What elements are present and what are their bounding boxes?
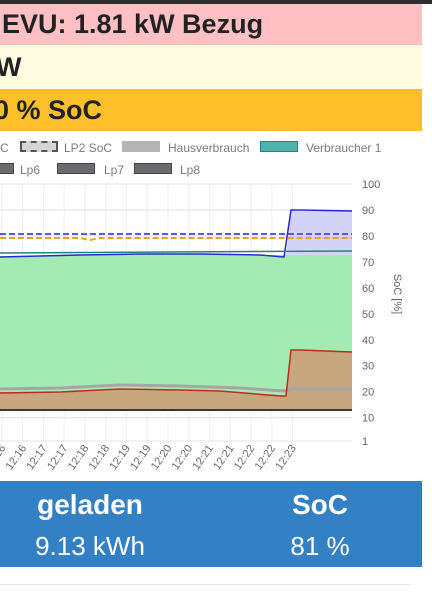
legend-label-lp2-soc[interactable]: LP2 SoC	[64, 141, 113, 155]
legend-swatch-lp2-soc[interactable]	[20, 141, 58, 152]
legend-swatch-lp5[interactable]	[0, 163, 14, 174]
soc-value: 81 %	[290, 531, 350, 561]
legend-swatch-lp8[interactable]	[134, 163, 172, 174]
stats-panel: geladen 9.13 kWh SoC 81 %	[0, 481, 422, 567]
x-tick-label: 12:21	[190, 443, 216, 472]
series-line-verbraucher	[0, 250, 353, 254]
pv-status-text: W	[0, 52, 22, 82]
y2-tick-label: 20	[362, 387, 374, 399]
y2-tick-label: 50	[362, 309, 374, 321]
charged-value: 9.13 kWh	[35, 531, 145, 561]
soc-status-text: 0 % SoC	[0, 95, 103, 125]
legend-swatch-verbraucher-1[interactable]	[260, 141, 298, 152]
x-tick-label: 12:20	[149, 443, 175, 472]
x-tick-label: 12:22	[253, 443, 279, 472]
y2-tick-label: 40	[362, 335, 374, 347]
series-line-lp2-soc-dashed	[0, 237, 352, 242]
x-tick-label: 12:18	[66, 443, 92, 472]
series-line-hausverbrauch	[0, 383, 352, 393]
x-tick-label: 12:23	[273, 443, 299, 472]
y2-tick-label: 30	[362, 361, 374, 373]
y2-axis-ticks: 1 10 20 30 40 50 60 70 80 90 100	[362, 179, 380, 448]
x-tick-label: 12:16	[4, 443, 30, 472]
soc-label: SoC	[292, 489, 348, 520]
x-tick-label: 12:17	[24, 443, 50, 472]
x-tick-label: 12:19	[128, 443, 154, 472]
y2-tick-label: 10	[362, 413, 374, 425]
x-axis-ticks: 1612:1612:1712:1712:1812:1812:1912:1912:…	[0, 443, 299, 472]
divider	[0, 584, 410, 585]
legend-label-lp1-soc[interactable]: C	[0, 141, 9, 155]
pv-status-bar: W	[0, 45, 422, 89]
x-tick-label: 16	[0, 443, 8, 460]
legend-label-lp8[interactable]: Lp8	[180, 163, 201, 177]
legend-label-lp7[interactable]: Lp7	[104, 163, 125, 177]
x-tick-label: 12:19	[107, 443, 133, 472]
top-border	[0, 0, 432, 4]
chart-legend-row-1: C LP2 SoC Hausverbrauch Verbraucher 1	[0, 138, 432, 158]
legend-swatch-hausverbrauch[interactable]	[122, 141, 160, 152]
charged-label: geladen	[37, 489, 143, 520]
legend-label-verbraucher-1[interactable]: Verbraucher 1	[306, 141, 382, 155]
series-area-green	[0, 252, 352, 410]
y2-tick-label: 80	[362, 231, 374, 243]
x-tick-label: 12:22	[232, 443, 258, 472]
legend-label-hausverbrauch[interactable]: Hausverbrauch	[168, 141, 250, 155]
series-line-red	[0, 349, 353, 397]
x-tick-label: 12:21	[211, 443, 237, 472]
legend-swatch-lp7[interactable]	[57, 163, 95, 174]
y2-tick-label: 100	[362, 179, 380, 191]
legend-label-lp6[interactable]: Lp6	[20, 163, 41, 177]
y2-tick-label: 90	[362, 205, 374, 217]
y2-tick-label: 1	[362, 436, 368, 448]
evu-status-text: EVU: 1.81 kW Bezug	[2, 9, 264, 39]
evu-status-bar: EVU: 1.81 kW Bezug	[0, 4, 422, 45]
x-tick-label: 12:17	[45, 443, 71, 472]
y2-tick-label: 60	[362, 283, 374, 295]
chart-legend-row-2: Lp6 Lp7 Lp8	[0, 160, 432, 180]
y2-tick-label: 70	[362, 257, 374, 269]
y2-axis-label: SoC [%]	[391, 274, 403, 314]
series-line-soc	[0, 209, 353, 258]
x-tick-label: 12:18	[87, 443, 113, 472]
soc-status-bar: 0 % SoC	[0, 89, 422, 131]
x-tick-label: 12:20	[170, 443, 196, 472]
